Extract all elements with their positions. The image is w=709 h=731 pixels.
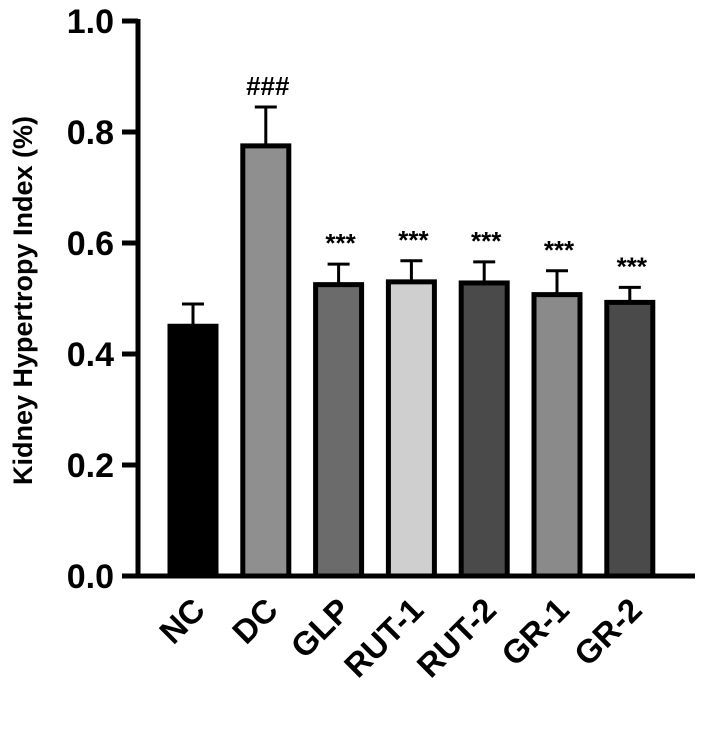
bar-rut-1 [385, 279, 437, 579]
category-label: RUT-1 [337, 591, 431, 685]
significance-annotations: ### *** *** *** *** *** [246, 71, 648, 281]
bar-gr-2 [604, 299, 656, 579]
y-tick-label: 0.8 [67, 114, 114, 152]
significance-label: *** [617, 251, 648, 281]
category-label: GR-2 [567, 591, 649, 673]
y-tick-label: 0.4 [67, 336, 114, 374]
bar-glp [313, 282, 365, 579]
significance-label: *** [544, 235, 575, 265]
category-label: RUT-2 [410, 591, 504, 685]
axes [135, 19, 695, 579]
significance-label: ### [246, 71, 290, 101]
category-label: GR-1 [494, 591, 576, 673]
category-label: DC [225, 591, 285, 651]
y-tick-label: 0.0 [67, 558, 114, 596]
y-axis-title: Kidney Hypertropy Index (%) [8, 116, 38, 485]
bars [167, 105, 656, 579]
y-tick-label: 0.6 [67, 225, 114, 263]
bar-nc [167, 323, 219, 579]
bar-rut-2 [458, 280, 510, 579]
significance-label: *** [398, 225, 429, 255]
y-tick-label: 1.0 [67, 3, 114, 41]
significance-label: *** [471, 226, 502, 256]
bar-gr-1 [531, 292, 583, 579]
y-tick-label: 0.2 [67, 447, 114, 485]
y-ticks: 0.0 0.2 0.4 0.6 0.8 1.0 [67, 3, 138, 596]
significance-label: *** [325, 228, 356, 258]
category-label: NC [152, 591, 212, 651]
bar-dc [240, 143, 292, 579]
